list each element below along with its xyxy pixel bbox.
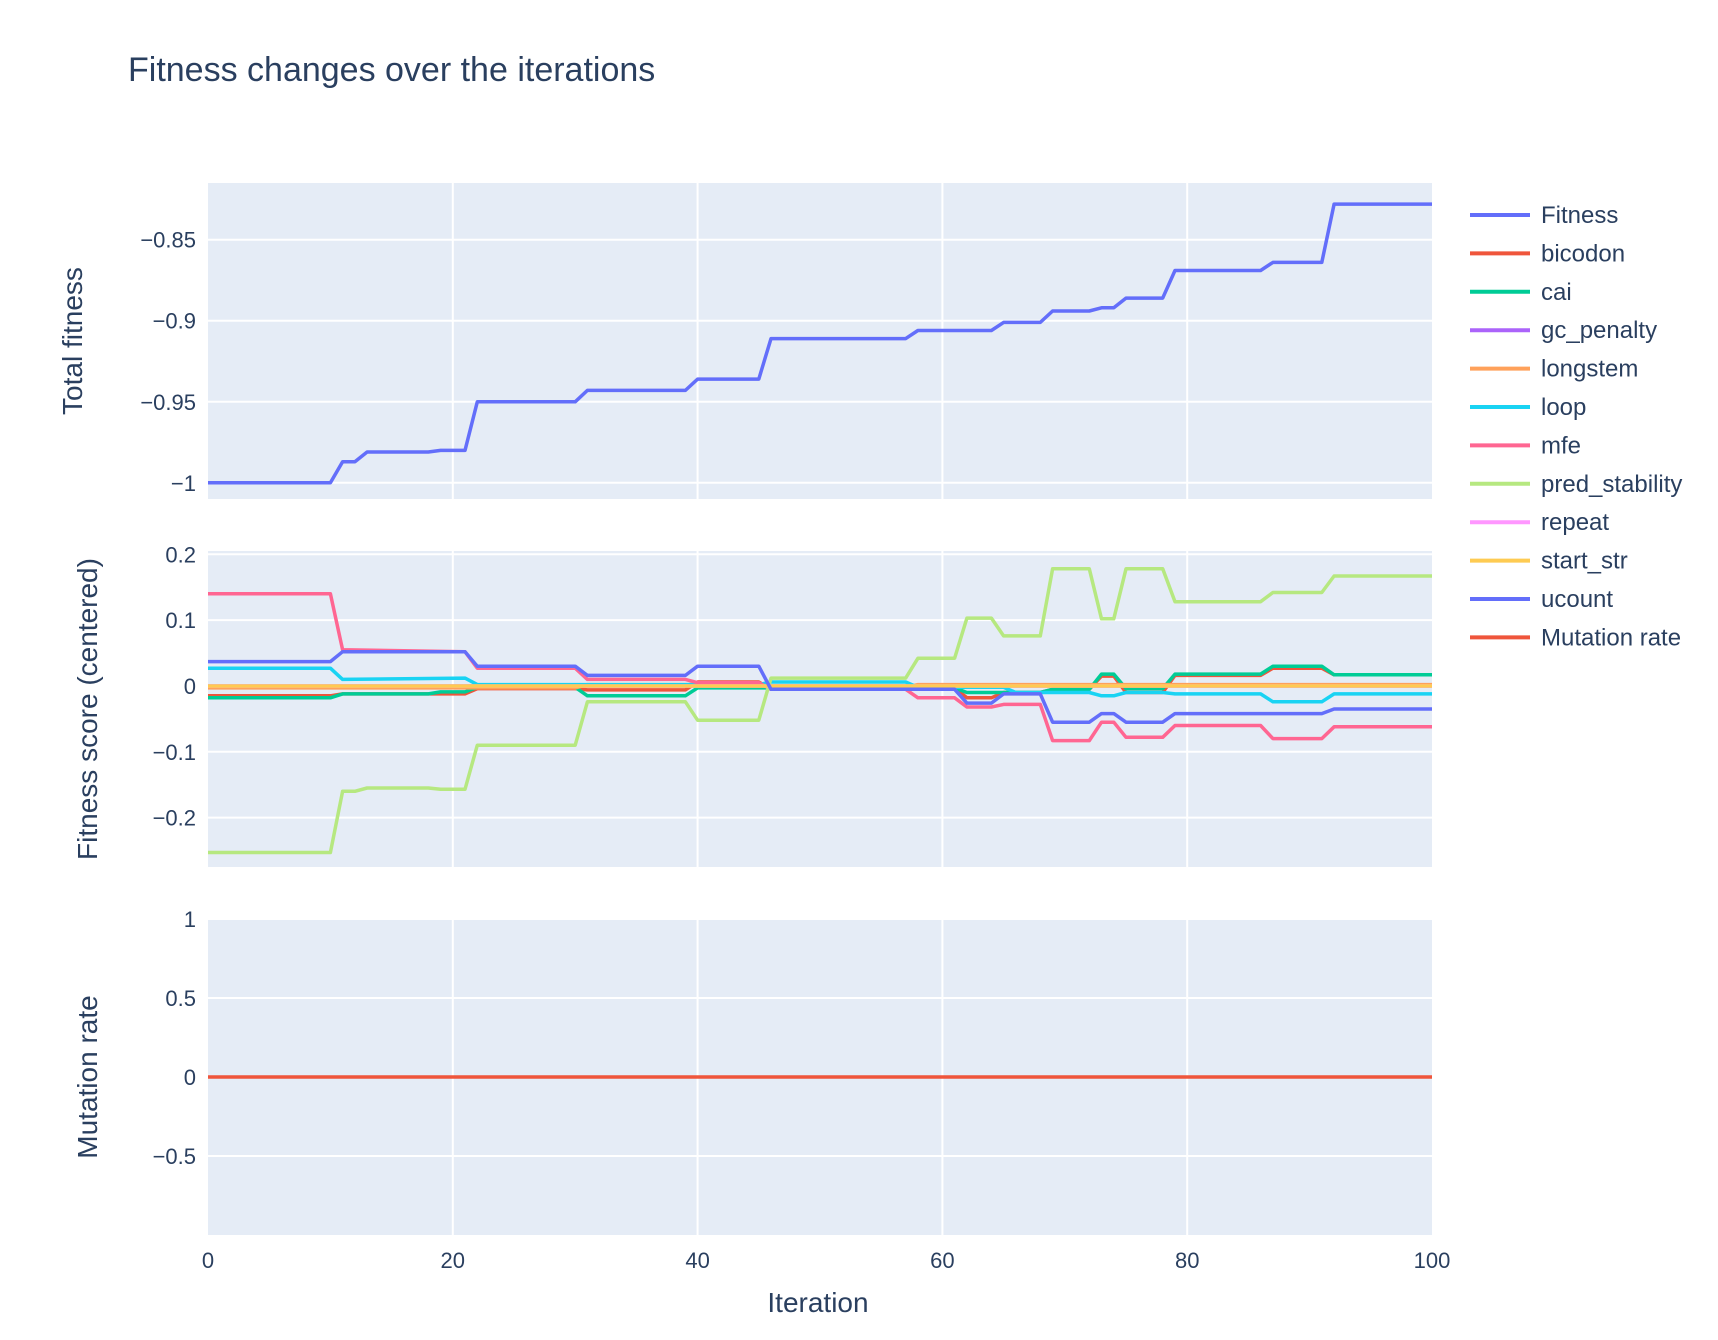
legend-item-mfe[interactable]: mfe bbox=[1470, 432, 1581, 459]
legend-item-mutation-rate[interactable]: Mutation rate bbox=[1470, 624, 1681, 651]
chart-title: Fitness changes over the iterations bbox=[128, 51, 655, 89]
series-line-fitness[interactable] bbox=[208, 202, 1432, 485]
series-line-pred-stability[interactable] bbox=[208, 567, 1432, 855]
legend-item-pred-stability[interactable]: pred_stability bbox=[1470, 471, 1682, 498]
legend-item-start-str[interactable]: start_str bbox=[1470, 548, 1628, 575]
legend-item-gc-penalty[interactable]: gc_penalty bbox=[1470, 317, 1657, 344]
series-line-mfe[interactable] bbox=[208, 592, 1432, 743]
y-tick-label: −0.95 bbox=[140, 390, 196, 415]
y-tick-label: 0 bbox=[184, 674, 196, 699]
legend-label: Fitness bbox=[1541, 202, 1618, 229]
y-tick-label: −0.2 bbox=[153, 806, 196, 831]
x-tick-label: 20 bbox=[441, 1248, 465, 1273]
legend-label: repeat bbox=[1541, 509, 1609, 536]
y-axis-label: Fitness score (centered) bbox=[72, 558, 103, 860]
legend-label: start_str bbox=[1541, 548, 1628, 575]
legend-item-repeat[interactable]: repeat bbox=[1470, 509, 1609, 536]
series-line-ucount[interactable] bbox=[208, 649, 1432, 724]
legend-item-loop[interactable]: loop bbox=[1470, 394, 1586, 421]
y-tick-label: −0.9 bbox=[153, 309, 196, 334]
y-axis-label: Mutation rate bbox=[72, 995, 103, 1158]
x-tick-label: 40 bbox=[685, 1248, 709, 1273]
x-tick-label: 0 bbox=[202, 1248, 214, 1273]
y-tick-label: 0.5 bbox=[165, 986, 196, 1011]
y-tick-label: 0 bbox=[184, 1065, 196, 1090]
y-tick-label: −0.85 bbox=[140, 228, 196, 253]
y-tick-label: 0.2 bbox=[165, 542, 196, 567]
legend-item-fitness[interactable]: Fitness bbox=[1470, 202, 1618, 229]
legend-item-longstem[interactable]: longstem bbox=[1470, 356, 1638, 383]
legend-item-bicodon[interactable]: bicodon bbox=[1470, 240, 1625, 267]
y-tick-label: −1 bbox=[171, 471, 196, 496]
legend-label: loop bbox=[1541, 394, 1586, 421]
x-tick-label: 60 bbox=[930, 1248, 954, 1273]
legend-label: bicodon bbox=[1541, 240, 1625, 267]
legend-label: gc_penalty bbox=[1541, 317, 1657, 344]
panel-total: −0.85 −0.9 −0.95 −1 Total fitness bbox=[57, 183, 1432, 499]
x-tick-label: 100 bbox=[1414, 1248, 1451, 1273]
legend-item-ucount[interactable]: ucount bbox=[1470, 586, 1613, 613]
legend-label: Mutation rate bbox=[1541, 624, 1681, 651]
legend-label: pred_stability bbox=[1541, 471, 1682, 498]
y-axis-label: Total fitness bbox=[57, 267, 88, 415]
legend-label: mfe bbox=[1541, 432, 1581, 459]
legend-item-cai[interactable]: cai bbox=[1470, 279, 1572, 306]
y-tick-label: −0.1 bbox=[153, 740, 196, 765]
x-tick-label: 80 bbox=[1175, 1248, 1199, 1273]
legend[interactable]: Fitness bicodon cai gc_penalty longstem loop m… bbox=[1470, 202, 1682, 651]
y-tick-label: 1 bbox=[184, 907, 196, 932]
y-tick-label: −0.5 bbox=[153, 1144, 196, 1169]
y-tick-label: 0.1 bbox=[165, 608, 196, 633]
legend-label: ucount bbox=[1541, 586, 1613, 613]
panel-mutation: 1 0.5 0 −0.5 Mutation rate bbox=[72, 907, 1432, 1235]
plot-area bbox=[208, 183, 1432, 499]
legend-label: longstem bbox=[1541, 356, 1638, 383]
legend-label: cai bbox=[1541, 279, 1572, 306]
x-axis-label: Iteration bbox=[767, 1287, 868, 1318]
plot-area bbox=[208, 551, 1432, 867]
panel-components: 0.2 0.1 0 −0.1 −0.2 Fitness score (centered) bbox=[72, 542, 1432, 867]
series-line-loop[interactable] bbox=[208, 666, 1432, 704]
